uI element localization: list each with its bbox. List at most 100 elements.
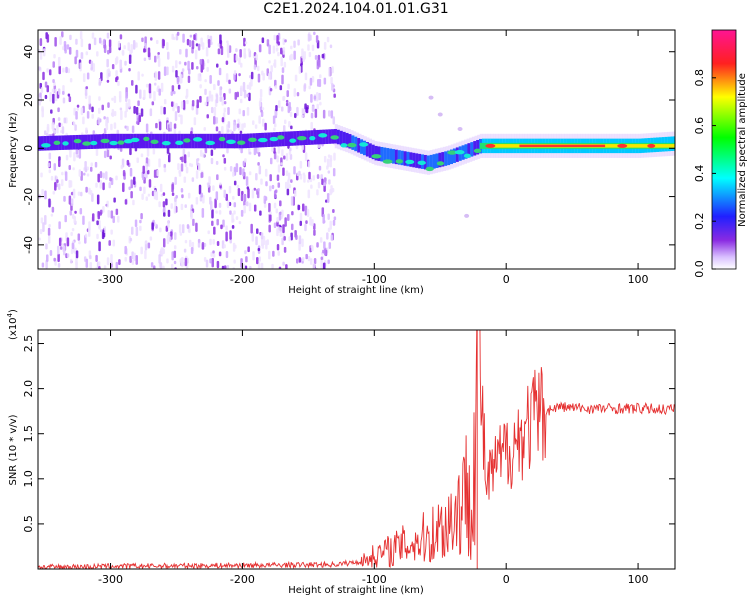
spectrogram-noise-cell: [159, 262, 163, 269]
spectrogram-noise-cell: [213, 83, 216, 91]
spectrogram-noise-cell: [307, 44, 310, 51]
spectrogram-noise-cell: [305, 107, 309, 114]
spectrogram-signal-cell: [148, 133, 152, 149]
snr-y-scale-label: (x104): [6, 309, 19, 340]
spectrogram-noise-cell: [226, 269, 229, 275]
spectrogram-noise-cell: [286, 90, 289, 98]
spectrogram-noise-cell: [178, 61, 182, 65]
spectrogram-noise-cell: [52, 79, 55, 84]
spectrogram-noise-cell: [146, 169, 150, 175]
spectrogram-noise-cell: [195, 43, 199, 47]
spectrogram-noise-cell: [277, 164, 281, 173]
spectrogram-noise-cell: [139, 89, 142, 99]
spectrogram-noise-cell: [177, 84, 181, 90]
spectrogram-noise-cell: [204, 147, 208, 154]
spectrogram-noise-cell: [180, 114, 183, 125]
spectrogram-noise-cell: [151, 190, 155, 197]
spectrogram-noise-cell: [316, 189, 319, 196]
spectrogram-noise-cell: [325, 199, 328, 203]
chart-title: C2E1.2024.104.01.01.G31: [263, 1, 449, 17]
spectrogram-noise-cell: [226, 265, 230, 269]
spectrogram-noise-cell: [301, 48, 304, 59]
spectrogram-noise-cell: [160, 105, 163, 115]
spectrogram-noise-cell: [293, 88, 297, 97]
spectrogram-noise-cell: [277, 226, 280, 234]
spectrogram-noise-cell: [307, 161, 311, 168]
spectrogram-noise-cell: [193, 117, 197, 126]
spectrogram-noise-cell: [227, 121, 231, 129]
spectrogram-noise-cell: [167, 220, 170, 228]
spectrogram-signal-cell: [438, 152, 442, 168]
x-tick-label: -300: [98, 573, 123, 586]
spectrogram-noise-cell: [54, 88, 57, 97]
spectrogram-noise-cell: [282, 46, 286, 55]
spectrogram-noise-cell: [140, 213, 143, 220]
spectrogram-noise-cell: [48, 69, 52, 76]
spectrogram-noise-cell: [307, 255, 311, 262]
spectrogram-noise-cell: [206, 59, 210, 64]
spectrogram-hotspot: [297, 136, 307, 141]
spectrogram-noise-cell: [298, 257, 302, 263]
spectrogram-noise-cell: [106, 32, 110, 39]
spectrogram-signal-cell: [328, 129, 332, 144]
spectrogram-noise-cell: [131, 125, 135, 133]
spectrogram-hotspot: [123, 138, 133, 144]
spectrogram-noise-cell: [298, 66, 302, 74]
spectrogram-hotspot: [53, 140, 61, 146]
spectrogram-noise-cell: [268, 250, 271, 260]
spectrogram-noise-cell: [143, 57, 147, 62]
spectrogram-noise-cell: [316, 91, 319, 102]
spectrogram-hotspot: [473, 148, 482, 154]
spectrogram-noise-cell: [70, 198, 74, 207]
spectrogram-noise-cell: [53, 54, 56, 59]
spectrogram-noise-cell: [242, 81, 246, 92]
spectrogram-noise-cell: [316, 242, 319, 248]
spectrogram-noise-cell: [155, 191, 158, 201]
spectrogram-noise-cell: [195, 222, 198, 232]
spectrogram-noise-cell: [119, 34, 123, 40]
spectrogram-noise-cell: [313, 95, 317, 100]
spectrogram-hotspot: [90, 140, 98, 146]
spectrogram-noise-cell: [139, 225, 142, 232]
spectrogram-noise-cell: [225, 193, 228, 201]
spectrogram-hotspot: [347, 142, 357, 148]
spectrogram-hotspot: [371, 154, 382, 159]
spectrogram-noise-cell: [174, 111, 178, 121]
spectrogram-noise-cell: [179, 258, 183, 263]
spectrogram-noise-cell: [237, 188, 241, 197]
spectrogram-signal-cell: [139, 133, 143, 149]
spectrogram-noise-cell: [198, 163, 201, 172]
spectrogram-noise-cell: [223, 266, 227, 269]
spectrogram-noise-cell: [223, 157, 227, 164]
spectrogram-noise-cell: [248, 202, 252, 212]
spectrogram-signal-cell: [383, 147, 387, 163]
spectrogram-noise-cell: [170, 203, 173, 209]
spectrogram-noise-cell: [205, 46, 209, 57]
spectrogram-signal-cell: [287, 131, 291, 146]
spectrogram-noise-cell: [245, 176, 249, 187]
spectrogram-stray-cell: [457, 126, 463, 131]
spectrogram-noise-cell: [140, 246, 143, 255]
spectrogram-noise-cell: [75, 250, 79, 259]
spectrogram-signal-cell: [394, 149, 398, 165]
spectrogram-noise-cell: [283, 119, 287, 125]
spectrogram-noise-cell: [175, 70, 178, 78]
spectrogram-noise-cell: [97, 173, 100, 183]
spectrogram-noise-cell: [197, 73, 201, 81]
spectrogram-noise-cell: [250, 223, 253, 234]
spectrogram-noise-cell: [309, 34, 312, 41]
spectrogram-noise-cell: [310, 184, 313, 189]
spectrogram-noise-cell: [270, 65, 273, 73]
spectrogram-noise-cell: [283, 246, 287, 253]
spectrogram-noise-cell: [235, 216, 239, 221]
spectrogram-noise-cell: [286, 188, 290, 196]
spectrogram-noise-cell: [147, 193, 151, 197]
spectrogram-signal-cell: [40, 136, 44, 151]
spectrogram-noise-cell: [78, 241, 81, 245]
spectrogram-noise-cell: [136, 113, 139, 123]
spectrogram-noise-cell: [219, 182, 222, 186]
spectrogram-noise-cell: [225, 250, 229, 259]
spectrogram-hotspot: [340, 143, 348, 148]
spectrogram-noise-cell: [296, 258, 299, 264]
spectrogram-signal-cell: [98, 134, 102, 149]
